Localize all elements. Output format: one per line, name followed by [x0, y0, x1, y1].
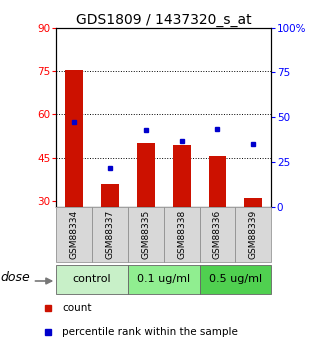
Bar [128, 265, 200, 294]
Bar [164, 207, 200, 262]
Bar [173, 145, 191, 207]
Text: 0.5 ug/ml: 0.5 ug/ml [209, 275, 262, 284]
Text: 0.1 ug/ml: 0.1 ug/ml [137, 275, 190, 284]
Bar [56, 265, 128, 294]
Text: GSM88338: GSM88338 [177, 210, 186, 259]
Text: GSM88335: GSM88335 [141, 210, 150, 259]
Bar [137, 143, 155, 207]
Bar [56, 207, 92, 262]
Text: dose: dose [0, 272, 30, 284]
Text: GSM88337: GSM88337 [105, 210, 115, 259]
Bar [65, 70, 83, 207]
Bar [209, 156, 226, 207]
Text: GSM88336: GSM88336 [213, 210, 222, 259]
Bar [200, 207, 235, 262]
Bar [244, 198, 262, 207]
Text: percentile rank within the sample: percentile rank within the sample [62, 327, 238, 337]
Text: GSM88339: GSM88339 [249, 210, 258, 259]
Bar [200, 265, 271, 294]
Bar [92, 207, 128, 262]
Text: control: control [73, 275, 111, 284]
Bar [128, 207, 164, 262]
Bar [235, 207, 271, 262]
Bar [101, 184, 119, 207]
Text: GSM88334: GSM88334 [70, 210, 79, 259]
Title: GDS1809 / 1437320_s_at: GDS1809 / 1437320_s_at [76, 12, 252, 27]
Text: count: count [62, 303, 92, 313]
